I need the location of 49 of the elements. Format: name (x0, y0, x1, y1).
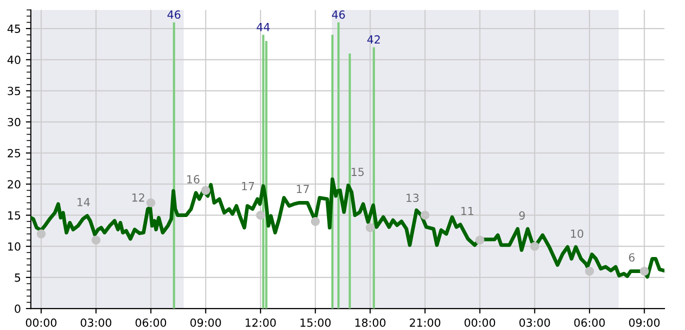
x-tick-label: 21:00 (410, 318, 440, 327)
data-label: 46 (332, 10, 345, 19)
x-tick-label: 09:00 (629, 318, 660, 327)
data-label: 42 (367, 35, 380, 44)
x-tick-label: 18:00 (355, 318, 386, 327)
y-tick-label: 35 (8, 86, 20, 96)
x-tick-label: 00:00 (464, 318, 496, 327)
x-tick-label: 06:00 (574, 318, 605, 327)
annotation: 9 (519, 211, 525, 220)
x-tick-label: 03:00 (519, 318, 550, 327)
x-tick-label: 00:00 (26, 318, 56, 327)
annotation: 14 (78, 198, 90, 206)
annotation: 16 (187, 175, 200, 184)
y-tick-label: 15 (8, 211, 20, 220)
annotation: 11 (461, 206, 474, 216)
annotation: 17 (296, 184, 309, 193)
point (366, 223, 375, 232)
point (310, 216, 320, 226)
annotation: 12 (132, 193, 144, 202)
point (201, 186, 210, 195)
x-tick-label: 03:00 (80, 318, 112, 327)
point (92, 236, 101, 245)
y-tick-label: 45 (8, 24, 20, 33)
data-label: 46 (167, 10, 180, 19)
y-tick-label: 20 (8, 180, 20, 188)
point (475, 236, 484, 245)
point (146, 198, 156, 208)
annotation: 13 (406, 194, 419, 202)
y-tick-label: 0 (14, 304, 20, 313)
annotation: 6 (628, 253, 635, 262)
point (256, 210, 266, 220)
y-tick-label: 40 (8, 56, 20, 64)
point (640, 266, 649, 276)
y-tick-label: 5 (14, 274, 20, 282)
point (530, 242, 540, 251)
annotation: 17 (242, 182, 254, 190)
x-tick-label: 15:00 (300, 318, 331, 327)
annotation: 10 (571, 229, 584, 238)
annotation: 15 (352, 168, 364, 176)
data-label: 44 (256, 22, 270, 32)
x-tick-label: 12:00 (246, 318, 276, 327)
y-tick-label: 10 (8, 242, 20, 251)
y-tick-label: 30 (8, 118, 20, 126)
x-tick-label: 06:00 (136, 318, 166, 327)
point (420, 210, 430, 220)
point (36, 229, 46, 238)
y-tick-label: 25 (8, 148, 20, 158)
point (585, 266, 594, 276)
x-tick-label: 09:00 (190, 318, 221, 327)
